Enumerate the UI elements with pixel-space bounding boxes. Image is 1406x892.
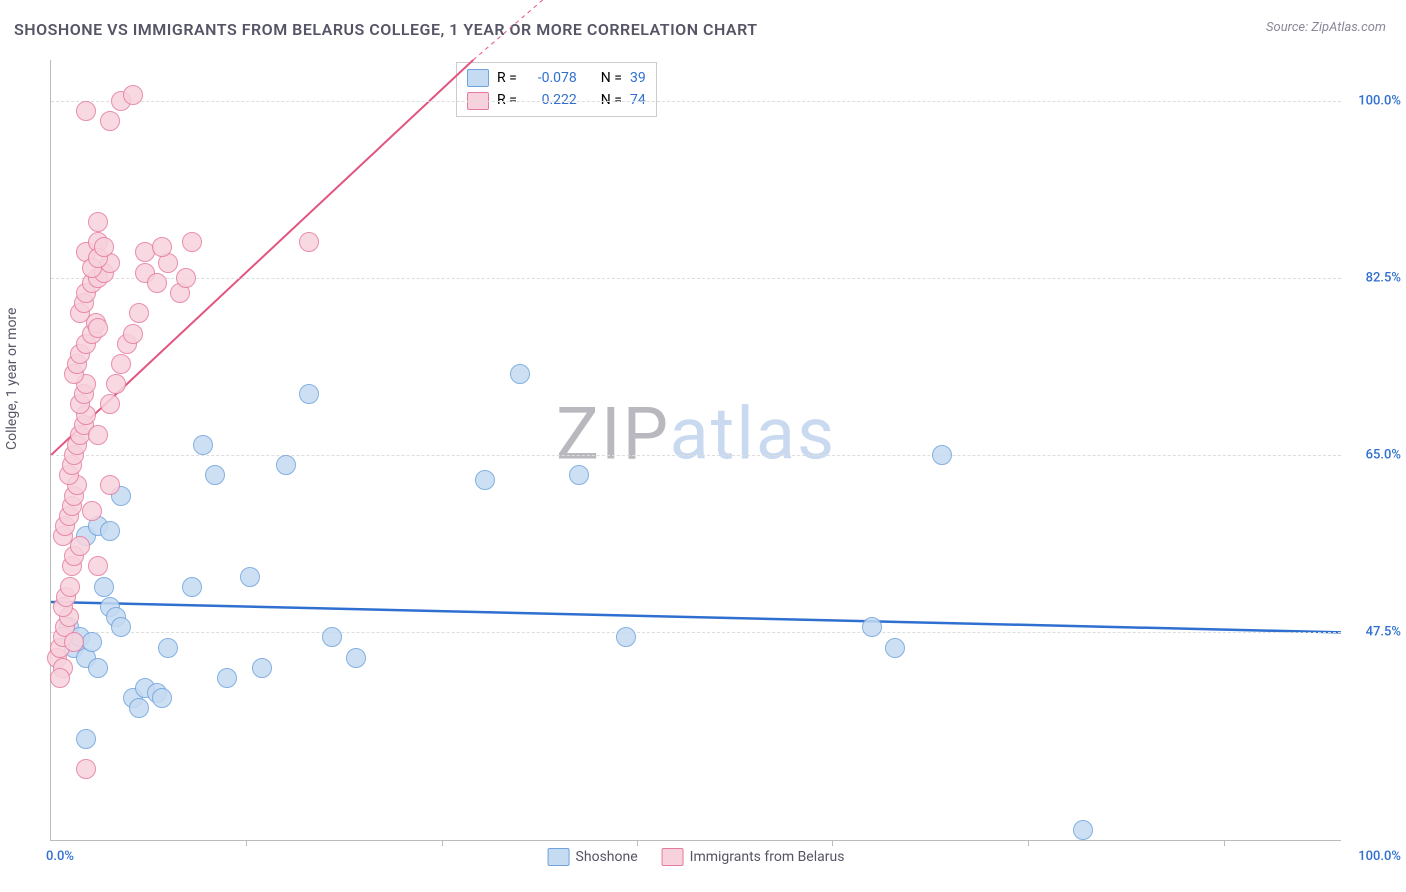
data-point-belarus [70, 536, 90, 556]
y-axis-label: College, 1 year or more [4, 308, 20, 450]
x-tick-mark [1224, 840, 1225, 846]
data-point-belarus [147, 273, 167, 293]
y-tick-label: 65.0% [1346, 448, 1401, 463]
gridline [51, 455, 1341, 456]
data-point-shoshone [100, 521, 120, 541]
y-tick-label: 82.5% [1346, 270, 1401, 285]
data-point-shoshone [346, 648, 366, 668]
data-point-shoshone [616, 627, 636, 647]
data-point-shoshone [193, 435, 213, 455]
data-point-shoshone [158, 638, 178, 658]
legend-row: R = -0.078 N = 39 [467, 67, 646, 89]
data-point-belarus [176, 268, 196, 288]
data-point-shoshone [76, 729, 96, 749]
data-point-belarus [100, 394, 120, 414]
source-label: Source: ZipAtlas.com [1266, 20, 1386, 35]
data-point-belarus [106, 374, 126, 394]
legend-item-belarus: Immigrants from Belarus [662, 848, 845, 866]
data-point-shoshone [240, 567, 260, 587]
data-point-shoshone [1073, 820, 1093, 840]
data-point-belarus [88, 556, 108, 576]
data-point-belarus [76, 101, 96, 121]
legend-item-shoshone: Shoshone [548, 848, 638, 866]
data-point-belarus [152, 237, 172, 257]
data-point-shoshone [299, 384, 319, 404]
data-point-belarus [76, 759, 96, 779]
data-point-shoshone [111, 617, 131, 637]
legend-label: Shoshone [576, 849, 638, 865]
plot-area: ZIPatlas R = -0.078 N = 39 R = 0.222 N =… [50, 60, 1341, 841]
data-point-shoshone [205, 465, 225, 485]
data-point-shoshone [217, 668, 237, 688]
legend-swatch-belarus [662, 848, 684, 866]
data-point-belarus [94, 237, 114, 257]
data-point-shoshone [252, 658, 272, 678]
data-point-shoshone [94, 577, 114, 597]
data-point-shoshone [276, 455, 296, 475]
data-point-shoshone [475, 470, 495, 490]
watermark-p: P [623, 392, 670, 477]
gridline [51, 101, 1341, 102]
data-point-shoshone [129, 698, 149, 718]
legend-swatch-shoshone [548, 848, 570, 866]
x-tick-mark [637, 840, 638, 846]
data-point-shoshone [88, 658, 108, 678]
gridline [51, 632, 1341, 633]
legend-r-prefix: R = [497, 67, 517, 89]
x-axis-max-label: 100.0% [1346, 849, 1401, 864]
watermark-z: Z [556, 392, 601, 477]
data-point-belarus [88, 212, 108, 232]
data-point-shoshone [152, 688, 172, 708]
data-point-shoshone [510, 364, 530, 384]
legend-r-value: -0.078 [525, 67, 577, 89]
data-point-belarus [88, 425, 108, 445]
data-point-belarus [50, 668, 70, 688]
data-point-belarus [299, 232, 319, 252]
legend-swatch-shoshone [467, 69, 489, 87]
data-point-belarus [60, 577, 80, 597]
watermark-rest: atlas [670, 392, 837, 477]
data-point-shoshone [932, 445, 952, 465]
data-point-shoshone [82, 632, 102, 652]
data-point-belarus [123, 324, 143, 344]
regression-lines [51, 60, 1341, 840]
data-point-belarus [182, 232, 202, 252]
y-tick-label: 47.5% [1346, 625, 1401, 640]
data-point-shoshone [182, 577, 202, 597]
x-axis-min-label: 0.0% [46, 849, 74, 864]
x-tick-mark [442, 840, 443, 846]
data-point-belarus [88, 318, 108, 338]
legend-n-value: 39 [630, 67, 646, 89]
data-point-belarus [111, 354, 131, 374]
y-tick-label: 100.0% [1346, 93, 1401, 108]
x-tick-mark [246, 840, 247, 846]
data-point-belarus [64, 632, 84, 652]
data-point-belarus [100, 111, 120, 131]
chart-container: SHOSHONE VS IMMIGRANTS FROM BELARUS COLL… [0, 0, 1406, 892]
data-point-belarus [129, 303, 149, 323]
data-point-belarus [82, 501, 102, 521]
watermark: ZIPatlas [556, 392, 836, 477]
chart-title: SHOSHONE VS IMMIGRANTS FROM BELARUS COLL… [14, 20, 758, 39]
watermark-i: I [601, 392, 623, 477]
gridline [51, 278, 1341, 279]
data-point-shoshone [322, 627, 342, 647]
x-tick-mark [832, 840, 833, 846]
data-point-shoshone [569, 465, 589, 485]
legend-label: Immigrants from Belarus [690, 849, 845, 865]
data-point-shoshone [862, 617, 882, 637]
legend-correlation: R = -0.078 N = 39 R = 0.222 N = 74 [456, 62, 657, 117]
data-point-shoshone [885, 638, 905, 658]
data-point-belarus [100, 475, 120, 495]
legend-series: Shoshone Immigrants from Belarus [548, 848, 845, 866]
data-point-belarus [123, 85, 143, 105]
legend-n-prefix: N = [601, 67, 622, 89]
x-tick-mark [1028, 840, 1029, 846]
